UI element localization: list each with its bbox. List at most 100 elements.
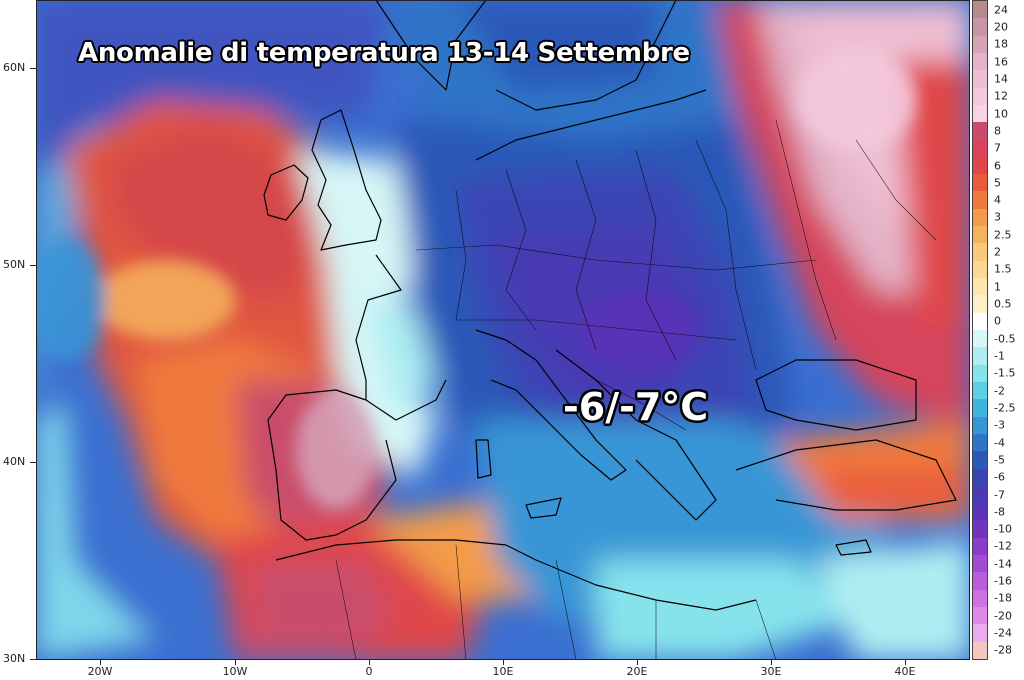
colorbar-cell [973, 607, 987, 625]
colorbar-cell [973, 312, 987, 331]
north-africa-coast [275, 539, 757, 611]
italy-coast [475, 329, 627, 481]
colorbar-cell [973, 260, 987, 279]
colorbar-label: -2 [994, 384, 1005, 398]
lon-label-40e: 40E [894, 665, 916, 678]
colorbar-label: 5 [994, 176, 1001, 190]
colorbar-cell [973, 18, 987, 37]
colorbar-cell [973, 278, 987, 296]
national-borders [335, 119, 937, 660]
colorbar-label: 10 [994, 107, 1008, 121]
colorbar-label: -10 [994, 522, 1012, 536]
lat-label-60n: 60N [3, 61, 26, 74]
temperature-anomaly-map [36, 0, 970, 660]
colorbar-cell [973, 104, 987, 123]
lon-label-20e: 20E [626, 665, 648, 678]
colorbar-label: -7 [994, 488, 1005, 501]
colorbar-cell [973, 87, 987, 106]
cyprus-coast [835, 539, 872, 556]
lon-label-30e: 30E [760, 665, 782, 678]
colorbar-cell [973, 208, 987, 227]
colorbar-label: 20 [994, 20, 1008, 34]
colorbar-label: -3 [994, 418, 1005, 432]
colorbar-label: 18 [994, 37, 1008, 51]
colorbar-label: 1 [994, 280, 1001, 294]
lat-tick [30, 265, 36, 266]
colorbar-cell [973, 485, 987, 504]
scandinavia-coast [375, 0, 677, 111]
colorbar-cell [973, 347, 987, 366]
lon-label-20w: 20W [87, 665, 113, 678]
colorbar-label: 3 [994, 210, 1001, 224]
balkans-coast [555, 349, 717, 521]
colorbar-cell [973, 226, 987, 244]
colorbar-label: -18 [994, 591, 1012, 605]
colorbar-label: 6 [994, 159, 1001, 172]
colorbar-label: 14 [994, 72, 1008, 86]
colorbar-cell [973, 555, 987, 573]
lon-tick [369, 660, 370, 665]
colorbar-label: -6 [994, 470, 1005, 484]
colorbar-label: 24 [994, 3, 1008, 17]
colorbar-label: -4 [994, 436, 1005, 450]
turkey-coast [735, 439, 957, 511]
colorbar-cell [973, 35, 987, 54]
lat-tick [30, 462, 36, 463]
colorbar-label: -28 [994, 643, 1012, 657]
colorbar-label: 4 [994, 193, 1001, 207]
colorbar-label: -16 [994, 574, 1012, 588]
colorbar-cell [973, 537, 987, 556]
colorbar-cell [973, 416, 987, 435]
colorbar-cell [973, 139, 987, 158]
coastlines [263, 0, 957, 611]
colorbar [972, 0, 988, 660]
colorbar-cell [973, 1, 987, 19]
lat-label-30n: 30N [3, 652, 26, 665]
lon-label-10e: 10E [492, 665, 514, 678]
colorbar-cell [973, 572, 987, 591]
britain-coast [311, 109, 382, 251]
colorbar-label: -12 [994, 539, 1012, 553]
lon-tick [905, 660, 906, 665]
colorbar-cell [973, 468, 987, 487]
colorbar-label: -1.5 [994, 366, 1016, 380]
colorbar-label: 2 [994, 245, 1001, 259]
lon-tick [235, 660, 236, 665]
lat-label-50n: 50N [3, 258, 26, 271]
colorbar-cell [973, 52, 987, 71]
colorbar-cell [973, 330, 987, 348]
ireland-coast [263, 164, 309, 221]
lon-label-10w: 10W [222, 665, 248, 678]
colorbar-label: 1.5 [994, 262, 1012, 276]
black-sea-coast [755, 359, 917, 431]
colorbar-cell [973, 174, 987, 192]
colorbar-cell [973, 520, 987, 539]
lat-tick [30, 659, 36, 660]
colorbar-cell [973, 641, 987, 660]
colorbar-label: -1 [994, 349, 1005, 363]
colorbar-cell [973, 191, 987, 210]
map-title: Anomalie di temperatura 13-14 Settembre [78, 38, 690, 68]
atlantic-cool-region [36, 0, 386, 180]
colorbar-cell [973, 399, 987, 418]
colorbar-cell [973, 295, 987, 314]
colorbar-cell [973, 589, 987, 608]
colorbar-cell [973, 503, 987, 521]
lon-label-0: 0 [365, 665, 373, 678]
colorbar-cell [973, 243, 987, 262]
colorbar-label: 16 [994, 55, 1008, 69]
anomaly-annotation: -6/-7°C [563, 385, 709, 429]
colorbar-label: -5 [994, 453, 1005, 467]
colorbar-cell [973, 451, 987, 470]
colorbar-cell [973, 70, 987, 89]
lon-tick [503, 660, 504, 665]
colorbar-label: -2.5 [994, 401, 1016, 415]
colorbar-cell [973, 624, 987, 643]
colorbar-label: 8 [994, 124, 1001, 138]
colorbar-label: -24 [994, 626, 1012, 640]
colorbar-label: -0.5 [994, 332, 1016, 346]
lat-tick [30, 68, 36, 69]
lat-label-40n: 40N [3, 455, 26, 468]
colorbar-label: -8 [994, 505, 1005, 519]
france-iberia-coast [267, 254, 447, 541]
